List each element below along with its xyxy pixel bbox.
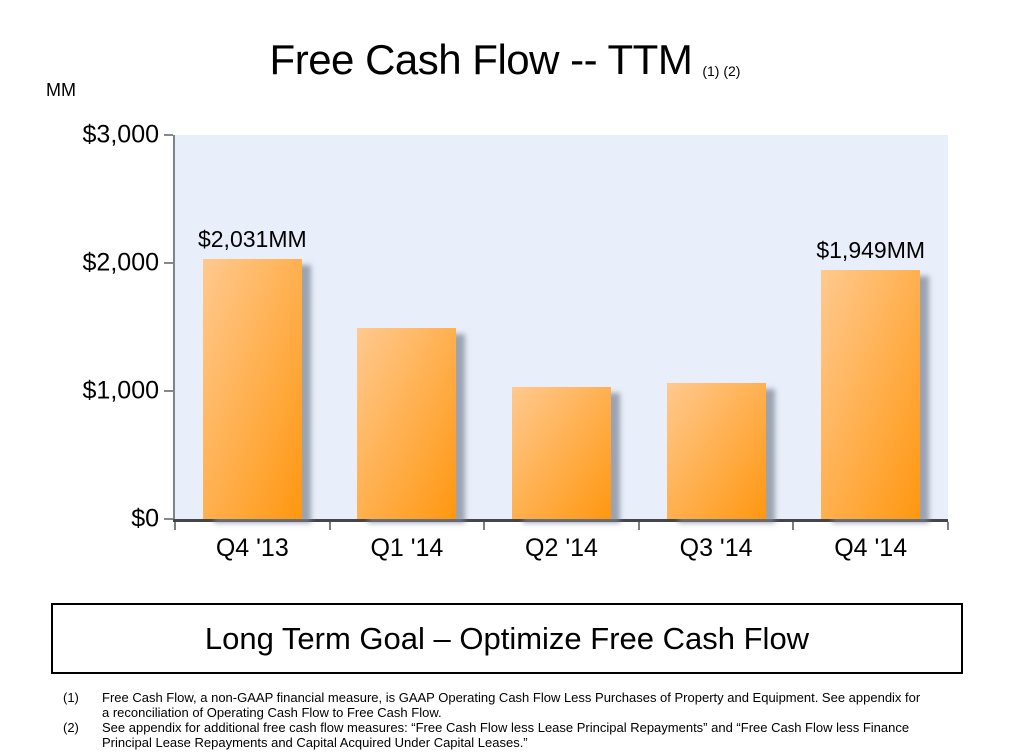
y-axis-tick bbox=[164, 390, 173, 392]
free-cash-flow-chart: $0 $1,000 $2,000 $3,000 $2,031MM $1,949MM Q4… bbox=[83, 121, 949, 562]
x-category-label: Q3 '14 bbox=[679, 534, 753, 562]
footnote-item: (1) Free Cash Flow, a non-GAAP financial … bbox=[63, 690, 968, 720]
title-footnote-refs: (1) (2) bbox=[702, 63, 741, 79]
y-tick-label: $2,000 bbox=[82, 248, 159, 277]
footnote-text: Free Cash Flow, a non-GAAP financial mea… bbox=[102, 690, 921, 720]
y-axis-tick bbox=[164, 134, 173, 136]
x-category-label: Q2 '14 bbox=[525, 534, 598, 562]
title-block: Free Cash Flow -- TTM (1) (2) bbox=[0, 36, 1010, 84]
footnote-marker: (2) bbox=[63, 720, 79, 735]
x-axis-tick bbox=[792, 522, 795, 530]
goal-banner-text: Long Term Goal – Optimize Free Cash Flow bbox=[204, 620, 810, 656]
bar bbox=[512, 386, 611, 519]
bar bbox=[202, 259, 302, 519]
x-axis-line bbox=[173, 519, 948, 522]
page-title: Free Cash Flow -- TTM bbox=[269, 36, 693, 83]
unit-label: MM bbox=[46, 80, 76, 100]
footnote-item: (2) See appendix for additional free cash… bbox=[63, 720, 968, 750]
bar-value-label: $2,031MM bbox=[197, 226, 307, 253]
bar bbox=[357, 328, 457, 519]
x-category-label: Q1 '14 bbox=[370, 534, 444, 562]
x-axis-tick bbox=[483, 522, 486, 530]
x-axis-tick bbox=[328, 522, 331, 530]
y-axis-tick bbox=[164, 262, 173, 264]
x-axis-tick bbox=[947, 522, 949, 530]
x-axis-labels: Q4 '13 Q1 '14 Q2 '14 Q3 '14 Q4 '14 bbox=[175, 534, 948, 568]
footnotes: (1) Free Cash Flow, a non-GAAP financial … bbox=[63, 690, 968, 750]
y-axis-line bbox=[173, 135, 175, 522]
bar-value-label: $1,949MM bbox=[816, 236, 926, 263]
x-category-label: Q4 '14 bbox=[834, 534, 908, 562]
footnote-marker: (1) bbox=[63, 690, 79, 705]
x-axis-tick bbox=[637, 522, 640, 530]
y-axis-labels: $0 $1,000 $2,000 $3,000 bbox=[27, 121, 159, 533]
bar bbox=[666, 382, 766, 519]
y-tick-label: $3,000 bbox=[82, 120, 159, 149]
y-axis-tick bbox=[164, 518, 173, 520]
footnote-text: See appendix for additional free cash fl… bbox=[102, 720, 910, 750]
x-category-label: Q4 '13 bbox=[215, 534, 289, 562]
plot-area: $2,031MM $1,949MM bbox=[164, 134, 949, 530]
goal-banner: Long Term Goal – Optimize Free Cash Flow bbox=[51, 603, 963, 674]
x-axis-tick bbox=[174, 522, 176, 530]
bar bbox=[821, 269, 921, 519]
y-tick-label: $1,000 bbox=[82, 376, 159, 405]
y-tick-label: $0 bbox=[131, 504, 159, 533]
